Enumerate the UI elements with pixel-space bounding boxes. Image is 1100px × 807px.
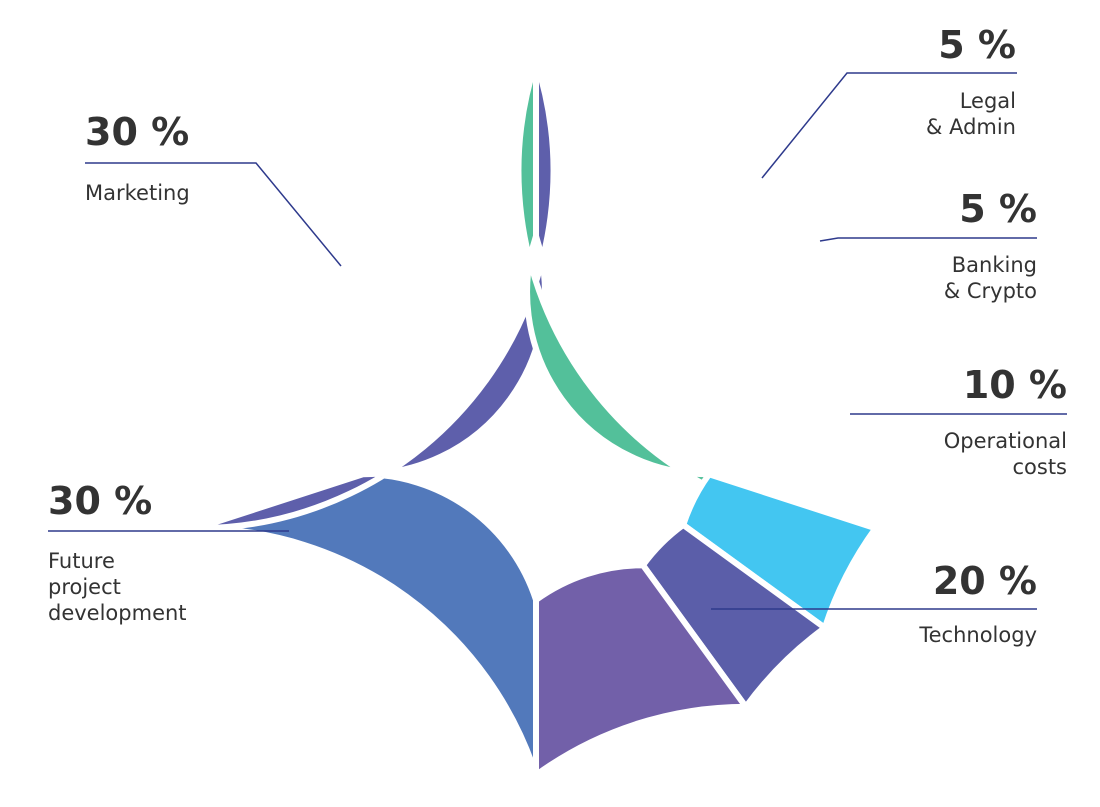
category-label-line: Future — [48, 549, 115, 573]
pct-label-technology: 20 % — [932, 559, 1037, 603]
category-label-technology: Technology — [919, 622, 1037, 648]
category-label-line: Legal — [959, 89, 1016, 113]
category-label-line: costs — [1012, 455, 1067, 479]
leader-line — [85, 162, 342, 267]
category-label-line: Banking — [951, 253, 1037, 277]
leader-lines-layer — [48, 72, 1067, 610]
pct-label-banking-crypto: 5 % — [959, 187, 1037, 231]
category-label-future-project-development: Future project development — [48, 548, 187, 626]
category-label-legal-admin: Legal & Admin — [926, 88, 1016, 140]
donut-slice-future-project-development — [193, 58, 557, 532]
pct-label-future-project-development: 30 % — [48, 479, 153, 523]
pct-label-legal-admin: 5 % — [938, 23, 1016, 67]
category-label-banking-crypto: Banking & Crypto — [944, 252, 1037, 304]
slices-layer — [193, 58, 879, 778]
category-label-line: development — [48, 601, 187, 625]
category-label-line: Marketing — [85, 181, 190, 205]
category-label-line: Technology — [919, 623, 1037, 647]
pct-label-operational-costs: 10 % — [962, 363, 1067, 407]
leader-line — [761, 72, 1017, 179]
donut-slice-marketing — [515, 58, 879, 532]
category-label-line: & Admin — [926, 115, 1016, 139]
category-label-line: & Crypto — [943, 279, 1037, 303]
pct-label-marketing: 30 % — [85, 110, 190, 154]
donut-slice-operational-costs — [533, 562, 749, 778]
leader-line — [819, 237, 1037, 242]
category-label-line: Operational — [943, 429, 1067, 453]
category-label-line: project — [48, 575, 121, 599]
category-label-marketing: Marketing — [85, 180, 190, 206]
category-label-operational-costs: Operational costs — [944, 428, 1067, 480]
